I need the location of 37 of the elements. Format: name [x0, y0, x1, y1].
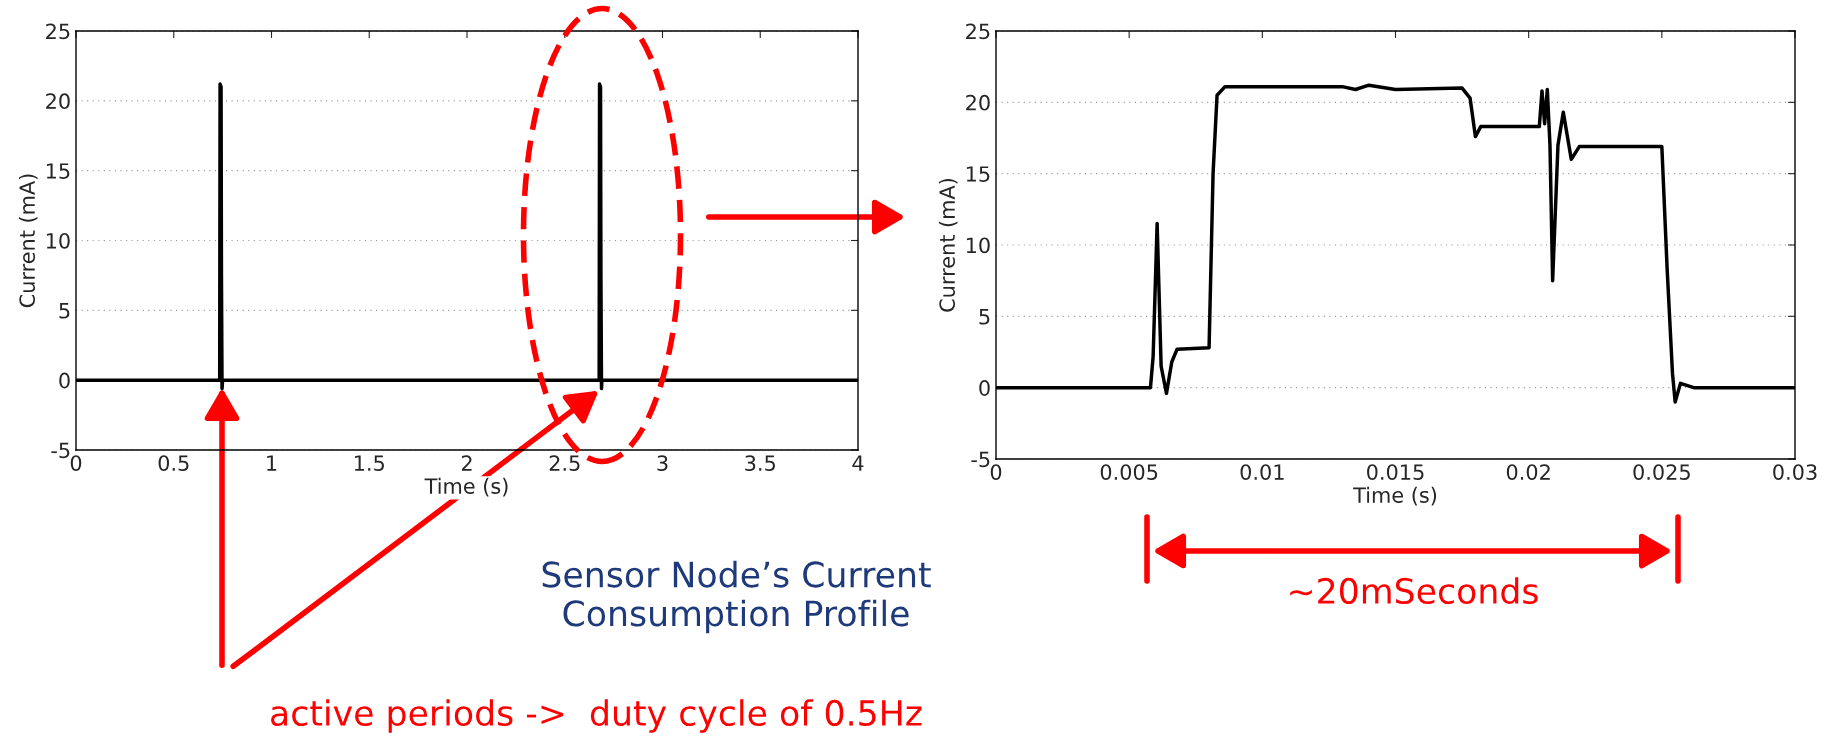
x-tick-label: 2	[461, 455, 472, 471]
x-tick-label: 0.02	[1506, 464, 1550, 480]
x-tick-label: 1	[267, 455, 277, 471]
y-tick-label: 15	[46, 163, 70, 179]
text: Sensor Node’s Current Consumption Profile	[542, 560, 931, 634]
y-tick-label: -5	[51, 442, 70, 459]
x-tick-label: 0.5	[158, 455, 189, 471]
x-tick-label: 1.5	[354, 455, 384, 471]
x-tick-label: 0.01	[1240, 464, 1284, 480]
y-tick-label: 10	[46, 232, 70, 249]
y-tick-label: 20	[46, 93, 70, 110]
y-tick-label: 25	[46, 23, 70, 40]
x-tick-label: 2.5	[549, 455, 580, 471]
x-tick-label: 0.015	[1367, 464, 1424, 480]
y-axis-title: Current (mA)	[938, 178, 958, 312]
x-tick-label: 0.03	[1773, 464, 1817, 480]
y-tick-label: 5	[59, 303, 70, 319]
x-tick-label: 3.5	[745, 455, 775, 471]
y-axis-title: Current (mA)	[18, 174, 38, 308]
y-tick-label: -5	[971, 451, 990, 468]
x-tick-label: 3	[657, 455, 668, 471]
y-tick-label: 25	[966, 23, 990, 40]
y-tick-label: 5	[979, 309, 990, 325]
x-tick-label: 4	[852, 455, 864, 471]
x-tick-label: 0.025	[1633, 464, 1690, 480]
x-axis-title: Time (s)	[424, 477, 508, 497]
y-tick-label: 10	[966, 237, 990, 254]
text: ~20mSeconds	[1290, 577, 1538, 605]
x-tick-label: 0.005	[1100, 464, 1158, 480]
text: active periods -> duty cycle of 0.5Hz	[271, 699, 922, 733]
y-tick-label: 20	[966, 94, 990, 111]
y-tick-label: 0	[59, 372, 70, 389]
x-axis-title: Time (s)	[1353, 486, 1437, 506]
y-tick-label: 15	[966, 166, 990, 182]
x-tick-label: 0	[70, 455, 82, 471]
y-tick-label: 0	[979, 380, 990, 396]
x-tick-label: 0	[990, 464, 1002, 480]
